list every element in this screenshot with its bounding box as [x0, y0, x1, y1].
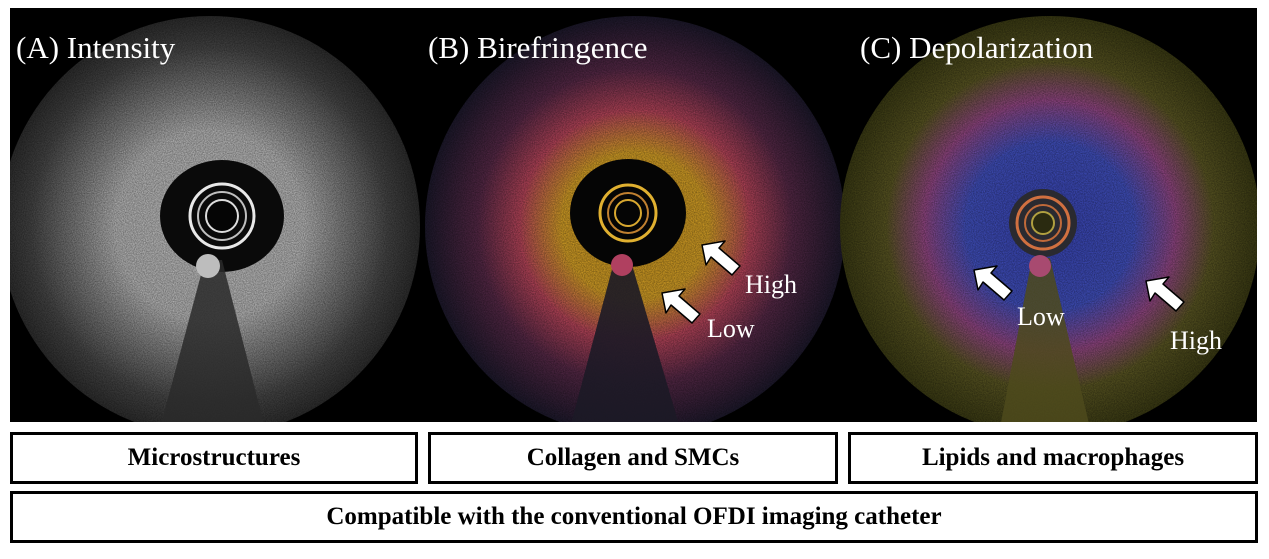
annotation-low: Low [707, 314, 755, 343]
arrow-low-icon [973, 265, 1013, 301]
panel-b-label: (B) Birefringence [428, 30, 648, 65]
panel-c-depolarization-image [840, 16, 1257, 422]
footer-caption: Compatible with the conventional OFDI im… [10, 491, 1258, 543]
panel-a-intensity-image [10, 16, 420, 422]
arrow-low-icon [661, 288, 701, 324]
arrow-high-icon [1145, 276, 1185, 312]
annotation-high: High [1170, 326, 1222, 355]
caption-microstructures: Microstructures [10, 432, 418, 484]
panel-c-label: (C) Depolarization [860, 30, 1094, 65]
oct-panels-svg [10, 16, 1257, 422]
caption-lipids-macrophages: Lipids and macrophages [848, 432, 1258, 484]
panel-a-label: (A) Intensity [16, 30, 176, 65]
caption-collagen-smcs: Collagen and SMCs [428, 432, 838, 484]
annotation-high: High [745, 270, 797, 299]
arrow-high-icon [701, 240, 741, 276]
annotation-low: Low [1017, 302, 1065, 331]
oct-image-strip: (A) Intensity (B) Birefringence (C) Depo… [10, 8, 1257, 422]
panel-b-birefringence-image [425, 16, 845, 422]
